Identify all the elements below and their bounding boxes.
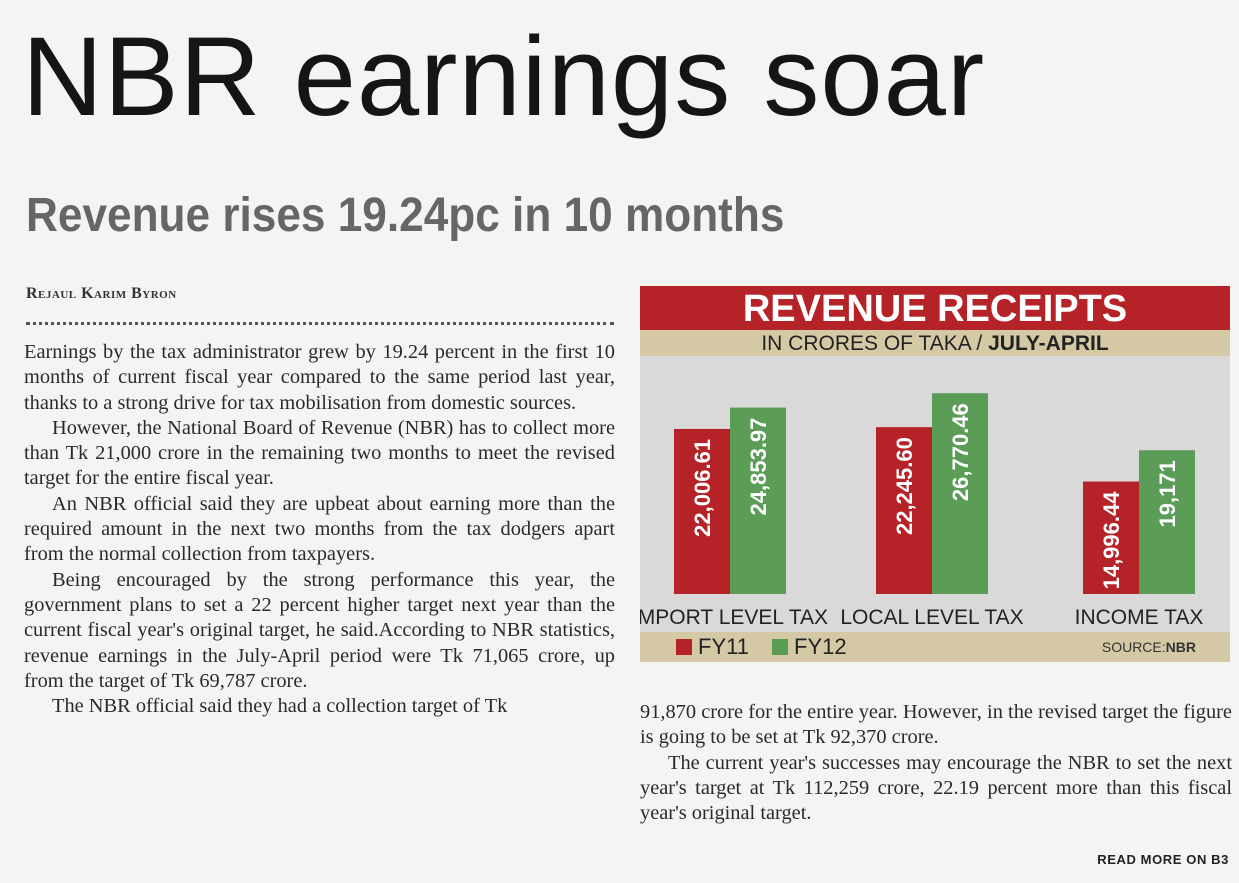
bar-fy11-1 <box>876 427 932 594</box>
legend-fy12: FY12 <box>772 632 847 662</box>
paragraph: Earnings by the tax administrator grew b… <box>24 341 615 414</box>
bar-label-fy11-2: 14,996.44 <box>1099 491 1124 590</box>
chart-subtitle-text: IN CRORES OF TAKA / <box>761 332 983 355</box>
bar-fy12-1 <box>932 393 988 594</box>
legend-fy11: FY11 <box>676 632 749 662</box>
paragraph: Being encouraged by the strong performan… <box>24 568 615 692</box>
legend-swatch-fy12 <box>772 639 788 655</box>
legend-label-fy12: FY12 <box>794 634 847 659</box>
category-label-1: LOCAL LEVEL TAX <box>840 606 1023 629</box>
chart-svg: 22,006.61 24,853.97 IMPORT LEVEL TAX 22,245… <box>632 393 1204 629</box>
bar-fy11-2 <box>1083 481 1139 594</box>
bar-label-fy11-1: 22,245.60 <box>892 437 917 535</box>
chart-subtitle-period: JULY-APRIL <box>988 332 1109 355</box>
headline: NBR earnings soar <box>22 14 986 139</box>
byline-divider <box>26 322 614 325</box>
paragraph: The current year's successes may encoura… <box>640 751 1232 825</box>
article-column-2: 91,870 crore for the entire year. Howeve… <box>640 700 1232 826</box>
paragraph: The NBR official said they had a collect… <box>52 695 508 718</box>
byline: Rejaul Karim Byron <box>26 285 177 302</box>
bar-fy12-0 <box>730 407 786 594</box>
legend-label-fy11: FY11 <box>698 634 749 659</box>
chart-title: REVENUE RECEIPTS <box>640 286 1230 330</box>
chart-source: SOURCE:NBR <box>1102 632 1196 662</box>
bar-fy12-2 <box>1139 450 1195 594</box>
subheadline: Revenue rises 19.24pc in 10 months <box>26 189 785 242</box>
bar-label-fy11-0: 22,006.61 <box>690 439 715 537</box>
read-more-link[interactable]: READ MORE ON B3 <box>1097 852 1229 867</box>
source-prefix: SOURCE: <box>1101 639 1166 655</box>
revenue-chart: REVENUE RECEIPTS IN CRORES OF TAKA / JUL… <box>632 286 1230 666</box>
bar-label-fy12-0: 24,853.97 <box>746 418 771 516</box>
bar-label-fy12-2: 19,171 <box>1155 460 1180 527</box>
paragraph: However, the National Board of Revenue (… <box>24 416 615 490</box>
chart-legend-band: FY11 FY12 SOURCE:NBR <box>640 632 1230 662</box>
paragraph: An NBR official said they are upbeat abo… <box>24 492 615 566</box>
bar-label-fy12-1: 26,770.46 <box>948 403 973 501</box>
paragraph: 91,870 crore for the entire year. Howeve… <box>640 701 1232 749</box>
category-label-2: INCOME TAX <box>1075 606 1204 629</box>
category-label-0: IMPORT LEVEL TAX <box>640 606 828 629</box>
source-name: NBR <box>1165 639 1196 655</box>
legend-swatch-fy11 <box>676 639 692 655</box>
chart-subtitle: IN CRORES OF TAKA / JULY-APRIL <box>640 330 1230 356</box>
article-column-1: Earnings by the tax administrator grew b… <box>24 340 615 719</box>
chart-plot-area: 22,006.61 24,853.97 IMPORT LEVEL TAX 22,245… <box>632 356 1230 632</box>
bar-fy11-0 <box>674 428 730 594</box>
